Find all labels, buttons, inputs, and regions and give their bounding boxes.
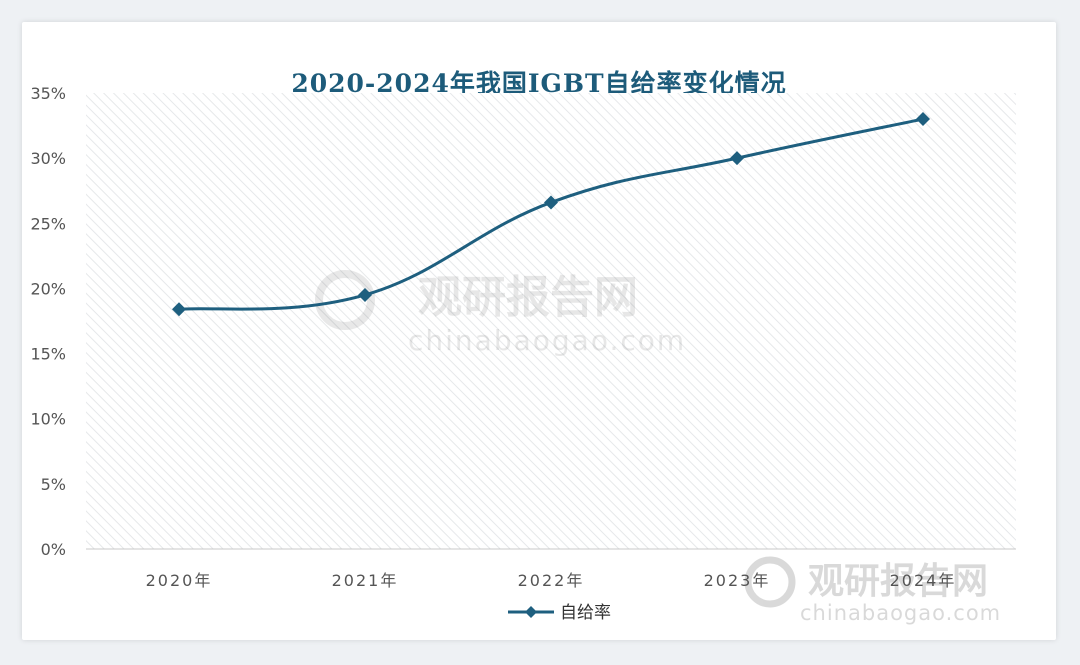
legend: 自给率 [508,603,611,623]
y-tick-label: 15% [30,345,66,364]
watermark-center-name: 观研报告网 [418,272,638,323]
data-point-marker [730,151,744,166]
watermark-corner-url: chinabaogao.com [800,601,1001,625]
watermark-corner-name: 观研报告网 [808,561,988,602]
watermark-center-url: chinabaogao.com [408,324,686,357]
x-tick-label: 2021年 [332,571,399,590]
y-tick-label: 10% [30,410,66,429]
x-tick-label: 2023年 [704,571,771,590]
y-tick-label: 30% [30,149,66,168]
legend-label: 自给率 [560,603,611,623]
y-tick-label: 5% [41,475,66,494]
y-tick-label: 20% [30,279,66,298]
x-tick-label: 2024年 [890,571,957,590]
legend-marker [525,606,537,618]
data-point-marker [172,302,186,317]
data-point-marker [916,112,930,127]
watermark-corner: 观研报告网 chinabaogao.com [744,556,1001,625]
x-tick-label: 2022年 [518,571,585,590]
y-tick-label: 35% [30,84,66,103]
watermark-center: 观研报告网 chinabaogao.com [315,270,686,357]
data-point-marker [358,287,372,302]
plot-area [86,93,1016,549]
y-tick-label: 25% [30,214,66,233]
data-point-marker [544,195,558,210]
x-tick-label: 2020年 [146,571,213,590]
y-tick-label: 0% [41,540,66,559]
